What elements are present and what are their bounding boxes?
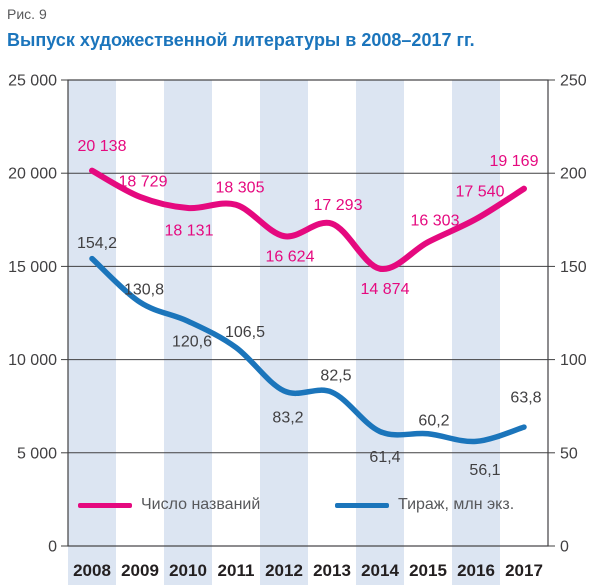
right-axis-tick-label: 100 <box>560 352 587 369</box>
x-axis-year-label: 2008 <box>73 561 111 580</box>
legend-label-print-run: Тираж, млн экз. <box>398 496 515 513</box>
data-point-label: 130,8 <box>124 282 164 299</box>
right-axis-tick-label: 200 <box>560 166 587 183</box>
right-axis-tick-label: 50 <box>560 445 578 462</box>
x-axis-year-label: 2010 <box>169 561 207 580</box>
legend-label-titles: Число названий <box>141 496 261 513</box>
left-axis-tick-label: 15 000 <box>8 259 57 276</box>
data-point-label: 20 138 <box>78 138 127 155</box>
data-point-label: 106,5 <box>225 324 265 341</box>
titles-series-swatch <box>78 502 132 508</box>
data-point-label: 82,5 <box>320 368 351 385</box>
legend-item-print-run: Тираж, млн экз. <box>335 496 514 514</box>
x-axis-year-label: 2009 <box>121 561 159 580</box>
data-point-label: 14 874 <box>361 281 410 298</box>
data-point-label: 154,2 <box>77 235 117 252</box>
right-axis-tick-label: 250 <box>560 73 587 90</box>
x-axis-year-label: 2016 <box>457 561 495 580</box>
x-axis-year-label: 2013 <box>313 561 351 580</box>
data-point-label: 19 169 <box>490 153 539 170</box>
year-stripe <box>260 80 308 585</box>
titles-series-line <box>89 167 527 272</box>
data-point-label: 16 303 <box>411 213 460 230</box>
data-point-label: 56,1 <box>469 462 500 479</box>
data-point-label: 18 729 <box>119 173 168 190</box>
figure-number: Рис. 9 <box>7 6 47 22</box>
data-point-label: 83,2 <box>272 409 303 426</box>
left-axis-tick-label: 25 000 <box>8 73 57 90</box>
x-axis-year-label: 2017 <box>505 561 543 580</box>
print-run-series-line <box>89 255 527 445</box>
data-point-label: 120,6 <box>172 334 212 351</box>
left-axis-tick-label: 10 000 <box>8 352 57 369</box>
year-stripe <box>164 80 212 585</box>
year-stripe <box>452 80 500 585</box>
data-point-label: 60,2 <box>418 412 449 429</box>
year-stripe <box>68 80 116 585</box>
right-axis-tick-label: 0 <box>560 539 569 556</box>
data-point-label: 61,4 <box>369 449 400 466</box>
x-axis-year-label: 2011 <box>218 561 255 580</box>
plot-frame <box>67 79 549 547</box>
data-point-label: 17 293 <box>314 197 363 214</box>
x-axis-year-label: 2014 <box>361 561 399 580</box>
data-point-label: 17 540 <box>456 184 505 201</box>
chart-title: Выпуск художественной литературы в 2008–… <box>7 30 475 50</box>
left-axis-tick-label: 20 000 <box>8 166 57 183</box>
right-axis-tick-label: 150 <box>560 259 587 276</box>
print-run-series-swatch <box>335 502 389 508</box>
left-axis-tick-label: 0 <box>48 539 57 556</box>
x-axis-year-label: 2012 <box>265 561 303 580</box>
year-stripe <box>356 80 404 585</box>
x-axis-year-label: 2015 <box>409 561 447 580</box>
data-point-label: 16 624 <box>266 249 315 266</box>
data-point-label: 63,8 <box>510 390 541 407</box>
left-axis-tick-label: 5 000 <box>17 445 57 462</box>
data-point-label: 18 305 <box>216 179 265 196</box>
legend-item-titles: Число названий <box>78 496 260 514</box>
data-point-label: 18 131 <box>165 223 214 240</box>
